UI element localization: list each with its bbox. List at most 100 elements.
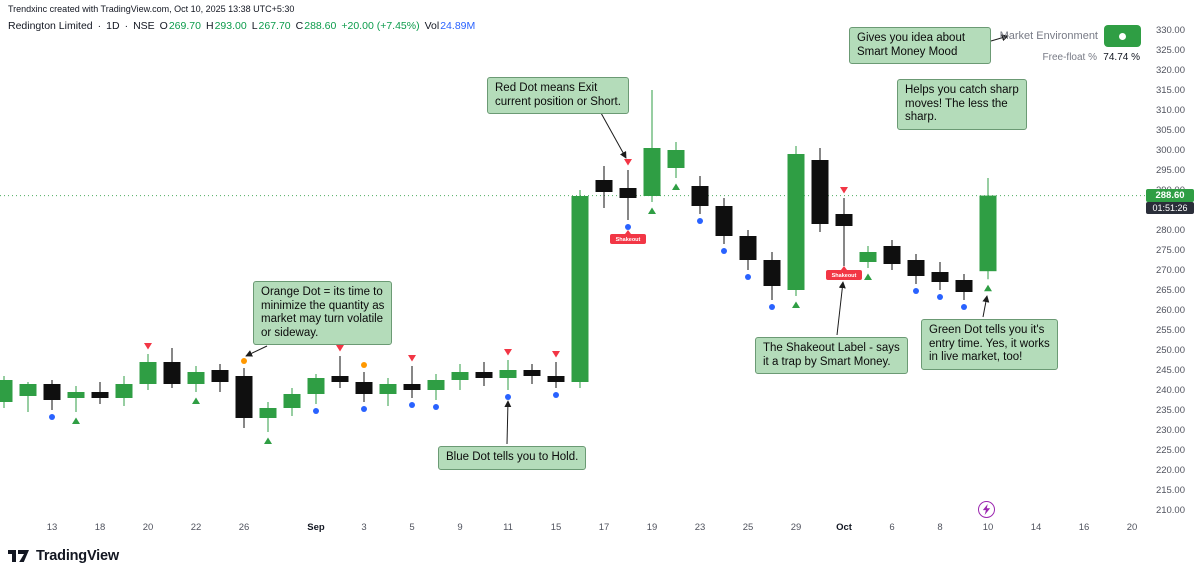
candle-sep-5 <box>403 355 421 408</box>
volume-legend: Vol 24.89M <box>424 20 476 32</box>
price-axis-label: 225.00 <box>1155 445 1185 456</box>
candle-sep-17 <box>595 166 613 208</box>
green-triangle-entry-signal <box>264 437 272 444</box>
lightning-event-icon[interactable] <box>978 501 995 518</box>
exchange[interactable]: NSE <box>133 20 155 32</box>
bar-countdown-badge: 01:51:26 <box>1146 202 1194 215</box>
status-dot-icon <box>1119 32 1126 40</box>
blue-dot-signal <box>913 288 919 294</box>
callout-shakeout-label[interactable]: The Shakeout Label - says it a trap by S… <box>755 337 908 374</box>
price-axis-label: 275.00 <box>1155 245 1185 256</box>
blue-dot-signal <box>625 224 631 230</box>
blue-dot-signal <box>697 218 703 224</box>
time-axis-label: 5 <box>409 522 415 533</box>
blue-dot-signal <box>409 402 415 408</box>
price-axis-label: 210.00 <box>1155 505 1185 516</box>
blue-dot-signal <box>721 248 727 254</box>
price-axis-label: 250.00 <box>1155 345 1185 356</box>
price-axis-label: 270.00 <box>1155 265 1185 276</box>
candle-aug-26 <box>235 358 253 428</box>
green-triangle-entry-signal <box>984 284 992 292</box>
time-axis-label: 17 <box>598 522 610 533</box>
callout-red-dot-exit[interactable]: Red Dot means Exit current position or S… <box>487 77 629 114</box>
time-axis-label: 14 <box>1030 522 1042 533</box>
blue-dot-signal <box>553 392 559 398</box>
price-axis-label: 320.00 <box>1155 65 1185 76</box>
svg-text:Shakeout: Shakeout <box>832 273 857 279</box>
candle-sep-24 <box>715 198 733 254</box>
time-axis[interactable]: 13 18 20 22 26 Sep 3 5 9 11 15 17 19 23 25 29 Oct 6 8 10 14 1… <box>0 519 1199 537</box>
candle-aug-21 <box>163 348 181 388</box>
candle-sep-23 <box>691 176 709 224</box>
price-axis-label: 300.00 <box>1155 145 1185 156</box>
candle-oct-1: Shakeout <box>826 187 862 280</box>
time-axis-label: 16 <box>1078 522 1090 533</box>
candle-sep-29 <box>787 146 805 308</box>
tradingview-logo[interactable]: TradingView <box>8 548 119 564</box>
candle-aug-19 <box>115 376 133 406</box>
legend-separator: · <box>124 20 129 32</box>
time-axis-label: 15 <box>550 522 562 533</box>
candle-sep-10 <box>475 362 493 386</box>
symbol-legend: Redington Limited · 1D · NSE O 269.70 H 29… <box>8 20 475 32</box>
callout-connector-arrow <box>982 295 990 318</box>
callout-orange-dot-caution[interactable]: Orange Dot = its time to minimize the qu… <box>253 281 393 345</box>
orange-dot-signal <box>361 362 367 368</box>
callout-sharp-moves[interactable]: Helps you catch sharp moves! The less th… <box>897 79 1027 130</box>
blue-dot-signal <box>505 394 511 400</box>
price-axis-label: 265.00 <box>1155 285 1185 296</box>
green-triangle-entry-signal <box>792 301 800 308</box>
blue-dot-signal <box>937 294 943 300</box>
blue-dot-signal <box>433 404 439 410</box>
callout-blue-dot-hold[interactable]: Blue Dot tells you to Hold. <box>438 446 587 470</box>
callout-smart-money-mood[interactable]: Gives you idea about Smart Money Mood <box>849 27 991 64</box>
price-axis-label: 245.00 <box>1155 365 1185 376</box>
candle-sep-18: Shakeout <box>610 159 646 244</box>
time-axis-label: 29 <box>790 522 802 533</box>
market-environment-badge <box>1104 25 1141 47</box>
shakeout-label: Shakeout <box>610 230 646 244</box>
candle-aug-29 <box>283 388 301 416</box>
price-axis-label: 235.00 <box>1155 405 1185 416</box>
red-triangle-exit-signal <box>840 187 848 194</box>
time-axis-label: 20 <box>142 522 154 533</box>
green-triangle-entry-signal <box>648 207 656 214</box>
blue-dot-signal <box>961 304 967 310</box>
price-axis[interactable]: 330.00 325.00 320.00 315.00 310.00 305.00 300.… <box>1146 0 1199 577</box>
time-axis-label: 25 <box>742 522 754 533</box>
time-axis-label: 9 <box>457 522 463 533</box>
candle-sep-11 <box>499 349 517 400</box>
svg-text:Shakeout: Shakeout <box>616 237 641 243</box>
price-axis-label: 325.00 <box>1155 45 1185 56</box>
time-axis-label: 26 <box>238 522 250 533</box>
price-axis-label: 240.00 <box>1155 385 1185 396</box>
red-triangle-exit-signal <box>624 159 632 166</box>
candle-sep-25 <box>739 230 757 280</box>
callout-connector-arrow <box>504 400 512 445</box>
candle-sep-12 <box>523 364 541 384</box>
time-axis-label: 8 <box>937 522 943 533</box>
ohlc-open: O 269.70 <box>159 20 201 32</box>
last-price-badge[interactable]: 288.60 <box>1146 189 1194 203</box>
shakeout-label: Shakeout <box>826 266 862 280</box>
price-axis-label: 260.00 <box>1155 305 1185 316</box>
candle-sep-1 <box>307 374 325 414</box>
candle-aug-28 <box>259 402 277 444</box>
red-triangle-exit-signal <box>144 343 152 350</box>
timeframe[interactable]: 1D <box>106 20 120 32</box>
candle-aug-11 <box>0 376 13 408</box>
candle-aug-14 <box>67 386 85 424</box>
time-axis-label: 10 <box>982 522 994 533</box>
symbol-name[interactable]: Redington Limited <box>8 20 93 32</box>
tradingview-logo-mark <box>8 550 29 562</box>
callout-connector-arrow <box>245 345 268 357</box>
callout-green-dot-entry[interactable]: Green Dot tells you it's entry time. Yes… <box>921 319 1058 370</box>
legend-separator: · <box>97 20 102 32</box>
candle-oct-7 <box>907 254 925 294</box>
free-float-label: Free-float % <box>1042 52 1097 63</box>
candle-sep-9 <box>451 364 469 390</box>
free-float-value: 74.74 % <box>1103 52 1140 63</box>
candle-oct-9 <box>955 274 973 310</box>
orange-dot-signal <box>241 358 247 364</box>
